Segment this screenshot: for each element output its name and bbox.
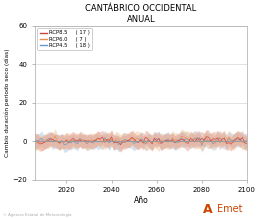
Title: CANTÁBRICO OCCIDENTAL
ANUAL: CANTÁBRICO OCCIDENTAL ANUAL <box>85 4 197 24</box>
Text: © Agencia Estatal de Meteorología: © Agencia Estatal de Meteorología <box>3 213 71 217</box>
X-axis label: Año: Año <box>133 196 148 205</box>
Text: Emet: Emet <box>217 204 243 214</box>
Legend: RCP8.5     ( 17 ), RCP6.0     ( 7 ), RCP4.5     ( 18 ): RCP8.5 ( 17 ), RCP6.0 ( 7 ), RCP4.5 ( 18… <box>37 28 92 50</box>
Text: A: A <box>203 203 212 216</box>
Y-axis label: Cambio duración periodo seco (días): Cambio duración periodo seco (días) <box>4 48 10 157</box>
